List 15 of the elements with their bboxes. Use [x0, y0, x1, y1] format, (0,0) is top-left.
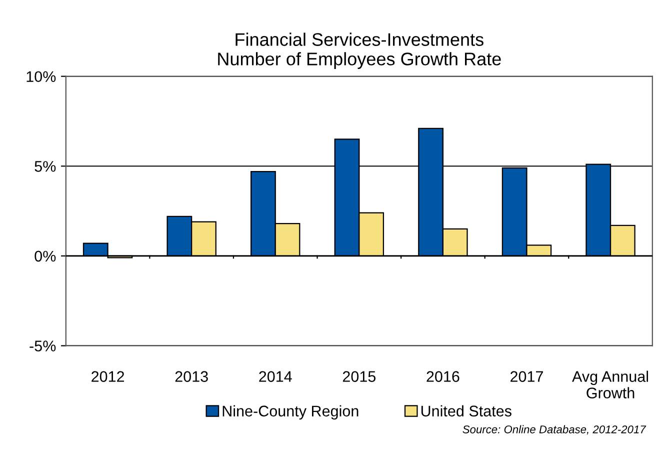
x-tick-label: 2017	[510, 371, 543, 382]
source-note: Source: Online Database, 2012-2017	[462, 425, 646, 435]
x-tick-label: 2012	[92, 371, 124, 382]
legend-label: Nine-County Region	[222, 405, 358, 420]
y-tick-label: 0%	[34, 250, 56, 262]
y-tick-label: -5%	[30, 340, 56, 352]
legend-label: United States	[421, 405, 512, 416]
chart-title: Financial Services-Investments Number of Employees Growth Rate	[218, 32, 501, 69]
x-tick-label: Avg Annual Growth	[572, 370, 648, 398]
x-tick-label: 2014	[259, 371, 292, 382]
x-tick-label: 2013	[175, 371, 208, 382]
y-tick-label: 10%	[26, 71, 56, 82]
x-tick-label: 2016	[426, 371, 460, 382]
x-tick-label: 2015	[342, 371, 376, 382]
y-tick-label: 5%	[34, 161, 56, 172]
